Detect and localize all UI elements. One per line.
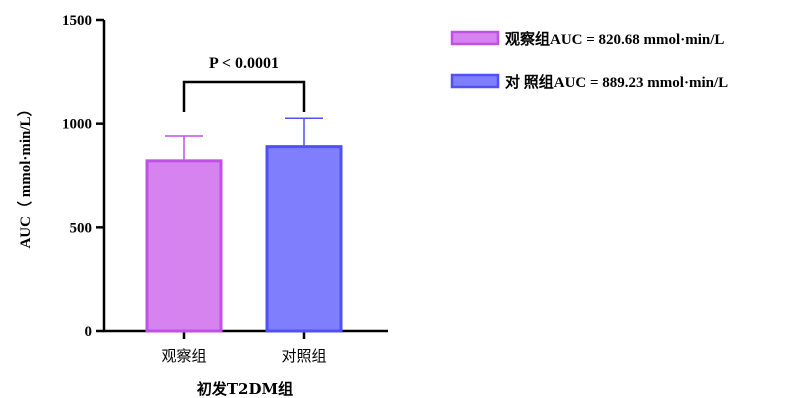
bar-0	[145, 159, 223, 333]
y-tick-label: 1500	[62, 13, 92, 29]
bars	[145, 145, 343, 333]
legend-entry: 对 照组AUC = 889.23 mmol·min/L	[505, 73, 728, 91]
bar-1	[265, 145, 343, 333]
category-label: 对照组	[281, 347, 326, 365]
error-bars	[165, 117, 323, 161]
y-tick-labels: 0 500 1000 1500	[62, 13, 92, 340]
legend-swatch	[450, 73, 500, 89]
y-tick-label: 500	[70, 220, 93, 236]
p-value-label: P < 0.0001	[209, 55, 279, 72]
significance-bracket: P < 0.0001	[182, 55, 306, 112]
y-tick-label: 1000	[62, 117, 92, 133]
significance-line	[182, 80, 306, 112]
legend-entry: 观察组AUC = 820.68 mmol·min/L	[505, 30, 724, 48]
y-tick-label: 0	[85, 324, 93, 340]
y-axis-title: AUC（ mmol·min/L）	[16, 101, 34, 248]
category-labels: 观察组 对照组	[161, 347, 326, 365]
x-axis-title: 初发T2DM组	[197, 380, 293, 398]
legend: 观察组AUC = 820.68 mmol·min/L 对 照组AUC = 889.…	[450, 30, 728, 91]
legend-swatch	[450, 30, 500, 46]
category-label: 观察组	[161, 347, 206, 365]
